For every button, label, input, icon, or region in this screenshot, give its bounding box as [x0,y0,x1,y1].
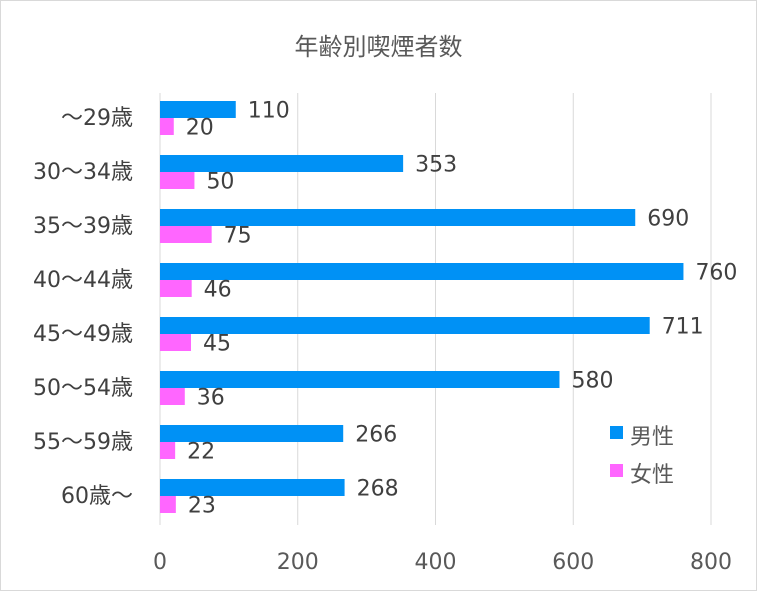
data-label-female: 23 [188,494,216,519]
bar-male [160,479,345,496]
legend-swatch-female [610,464,623,477]
data-label-female: 20 [186,116,214,141]
legend-label-female: 女性 [630,463,674,488]
bar-male [160,371,560,388]
category-label: 55〜59歳 [33,430,133,455]
category-label: 50〜54歳 [33,376,133,401]
legend-swatch-male [610,426,623,439]
data-label-female: 46 [204,278,232,303]
bar-male [160,209,636,226]
x-tick-label: 0 [153,550,167,575]
data-label-male: 580 [571,369,613,394]
x-tick-label: 600 [552,550,594,575]
bar-female [160,388,185,405]
data-label-male: 760 [695,261,737,286]
category-label: 〜29歳 [61,106,133,131]
data-label-female: 22 [187,440,215,465]
data-label-female: 75 [224,224,252,249]
bar-female [160,172,195,189]
bar-male [160,101,236,118]
bar-female [160,118,174,135]
x-tick-label: 400 [415,550,457,575]
data-label-female: 50 [206,170,234,195]
bar-female [160,226,212,243]
bar-male [160,317,650,334]
category-label: 35〜39歳 [33,214,133,239]
data-label-female: 36 [197,386,225,411]
data-label-male: 353 [415,153,457,178]
bars-layer [160,101,684,513]
x-tick-label: 200 [277,550,319,575]
bar-female [160,280,192,297]
data-label-male: 690 [647,207,689,232]
data-label-male: 268 [357,477,399,502]
labels-layer: 0 200 400 600 800 〜29歳 110 20 30〜34歳 353 50 35〜39歳 6… [33,99,737,576]
chart-title: 年齢別喫煙者数 [294,33,463,61]
x-tick-label: 800 [690,550,732,575]
category-label: 30〜34歳 [33,160,133,185]
legend-label-male: 男性 [630,425,674,450]
data-label-male: 110 [248,99,290,124]
bar-male [160,155,404,172]
category-label: 45〜49歳 [33,322,133,347]
category-label: 60歳〜 [61,484,133,509]
bar-male [160,425,344,442]
data-label-female: 45 [203,332,231,357]
bar-female [160,496,176,513]
data-label-male: 711 [662,315,704,340]
bar-female [160,334,191,351]
bar-female [160,442,176,459]
category-label: 40〜44歳 [33,268,133,293]
bar-male [160,263,684,280]
data-label-male: 266 [355,423,397,448]
